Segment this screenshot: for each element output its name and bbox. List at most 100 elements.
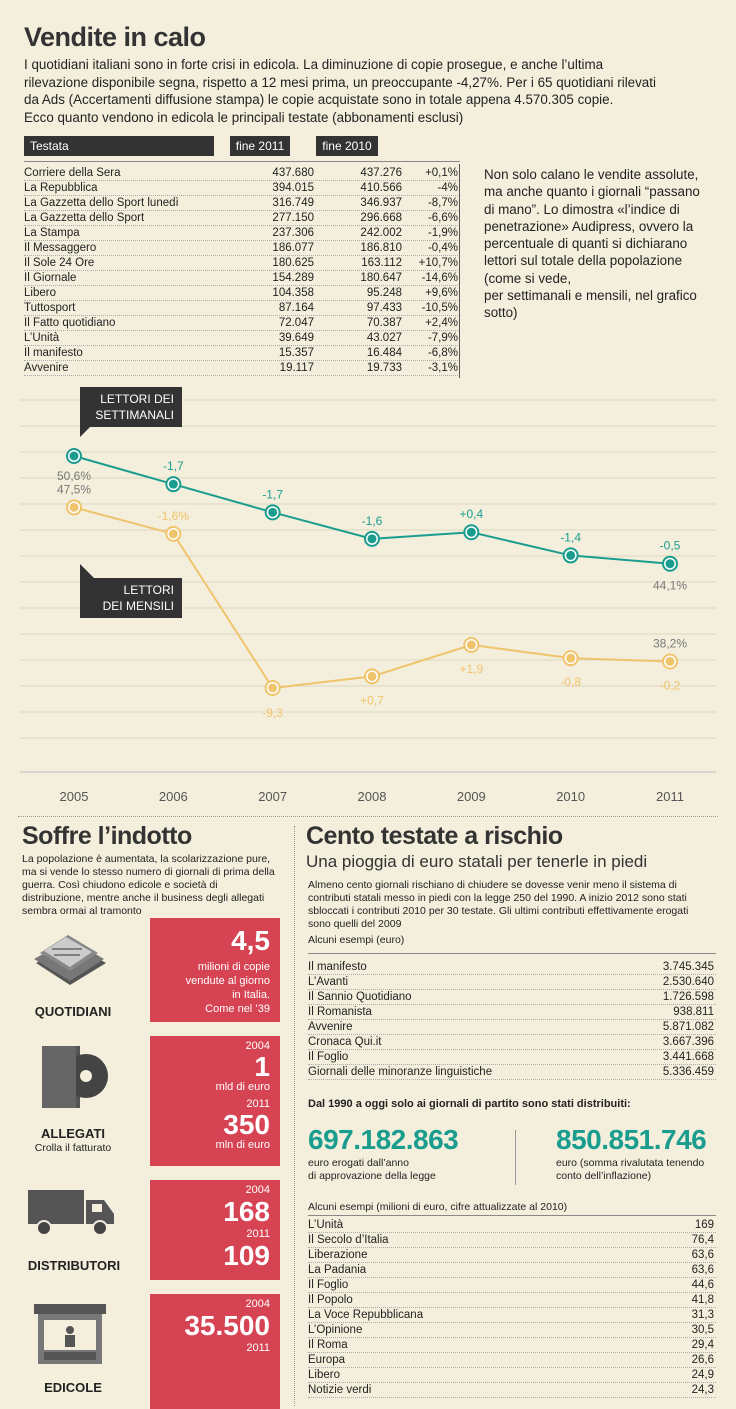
edicole-value1: 35.500 <box>184 1310 270 1341</box>
x-tick-label: 2007 <box>258 789 287 804</box>
value-2010: 180.647 <box>360 272 402 284</box>
testata-name: Il Fatto quotidiano <box>24 317 116 329</box>
data-point <box>665 656 675 666</box>
testata-name: Avvenire <box>24 362 69 374</box>
list-item-value: 5.336.459 <box>662 1066 714 1078</box>
list-item: Il Sannio Quotidiano 1.726.598 <box>308 990 716 1005</box>
table-row: La Gazzetta dello Sport lunedì 316.749 346… <box>24 196 460 211</box>
truck-icon <box>28 1190 114 1236</box>
edicole-year2: 2011 <box>246 1342 270 1354</box>
value-2010: 163.112 <box>361 257 402 269</box>
data-point <box>367 671 377 681</box>
list-item-value: 41,8 <box>691 1294 714 1306</box>
list-item-value: 31,3 <box>691 1309 714 1321</box>
allegati-year1: 2004 <box>245 1040 270 1052</box>
list-item-name: Il manifesto <box>308 961 367 973</box>
data-label: -0,5 <box>660 539 681 553</box>
value-2011: 19.117 <box>279 362 314 374</box>
value-2010: 19.733 <box>366 362 402 374</box>
side-note-line: (come si vede, <box>484 270 572 286</box>
line-chart: 2005 2006 2007 2008 2009 2010 2011 50,6% -1,7 -1,… <box>20 399 716 804</box>
category-distributori: DISTRIBUTORI <box>27 1258 121 1273</box>
value-2010: 43.027 <box>366 332 402 344</box>
side-note-line: percentuale di quanti si dichiarano <box>484 236 688 252</box>
value-2010: 410.566 <box>360 182 402 194</box>
data-label: -1,7 <box>163 459 184 473</box>
legend-label: LETTORI DEI <box>100 392 174 406</box>
data-point <box>566 653 576 663</box>
total-rivalutata-desc: euro (somma rivalutata tenendo conto del… <box>556 1157 704 1183</box>
category-edicole: EDICOLE <box>44 1380 102 1395</box>
data-label: -0,8 <box>560 675 581 689</box>
value-2011: 104.358 <box>272 287 314 299</box>
callout-pointer <box>80 564 94 578</box>
list-item: Il Popolo 41,8 <box>308 1293 716 1308</box>
data-label: -1,7 <box>262 487 283 501</box>
side-note-line: di mano”. Lo dimostra «l’indice di <box>484 201 680 217</box>
divider <box>459 164 460 378</box>
list-item-name: La Voce Repubblicana <box>308 1309 424 1321</box>
kiosk-icon <box>34 1304 106 1364</box>
value-2011: 72.047 <box>278 317 314 329</box>
table-row: Il Messaggero 186.077 186.810 -0,4% <box>24 241 460 256</box>
table-row: Il Sole 24 Ore 180.625 163.112 +10,7% <box>24 256 460 271</box>
value-2010: 16.484 <box>366 347 402 359</box>
distributori-value1: 168 <box>223 1196 270 1227</box>
list-item: Europa 26,6 <box>308 1353 716 1368</box>
list-item-value: 29,4 <box>691 1339 714 1351</box>
intro-line: I quotidiani italiani sono in forte cris… <box>24 57 604 72</box>
testata-name: La Gazzetta dello Sport lunedì <box>24 197 179 209</box>
diff-percent: +10,7% <box>418 257 458 269</box>
list-item: Il Romanista 938.811 <box>308 1005 716 1020</box>
testata-name: Il Giornale <box>24 272 77 284</box>
testata-name: La Repubblica <box>24 182 98 194</box>
edicole-year1: 2004 <box>245 1298 270 1310</box>
page-title: Vendite in calo <box>24 22 206 52</box>
side-note-line: penetrazione» Audipress, ovvero la <box>484 218 694 234</box>
list-item-value: 2.530.640 <box>662 976 714 988</box>
list-item-name: Il Popolo <box>308 1294 353 1306</box>
total-erogati-desc: euro erogati dall’anno di approvazione d… <box>308 1157 436 1183</box>
list-item-value: 1.726.598 <box>662 991 714 1003</box>
diff-percent: -8,7% <box>427 197 458 209</box>
list-item-name: Liberazione <box>308 1249 368 1261</box>
list-item: Il Roma 29,4 <box>308 1338 716 1353</box>
diff-percent: -14,6% <box>421 272 458 284</box>
quotidiani-desc-line: in Italia. <box>232 989 270 1001</box>
list-item: Avvenire 5.871.082 <box>308 1020 716 1035</box>
total-erogati-line: euro erogati dall’anno <box>308 1157 409 1169</box>
list-item-value: 63,6 <box>691 1249 714 1261</box>
list-item: Il Secolo d’Italia 76,4 <box>308 1233 716 1248</box>
list-item-name: Avvenire <box>308 1021 353 1033</box>
allegati-value2: 350 <box>223 1109 270 1140</box>
total-rivalutata-line: euro (somma rivalutata tenendo <box>556 1157 705 1169</box>
cento-intro-line: sbloccati i contributi 2010 per 30 testa… <box>308 905 689 917</box>
data-point <box>466 527 476 537</box>
list-item-name: Il Roma <box>308 1339 348 1351</box>
value-2010: 95.248 <box>366 287 402 299</box>
data-point <box>566 550 576 560</box>
diff-percent: -10,5% <box>421 302 458 314</box>
data-point <box>367 534 377 544</box>
diff-percent: -0,4% <box>427 242 458 254</box>
legend-settimanali: LETTORI DEI SETTIMANALI <box>80 387 182 427</box>
testata-name: Il Messaggero <box>24 242 97 254</box>
divider <box>294 826 295 1406</box>
cento-intro: Almeno cento giornali rischiano di chiud… <box>308 879 718 931</box>
side-note-line: Non solo calano le vendite assolute, <box>484 167 699 182</box>
divider <box>18 816 718 817</box>
list-item-name: Il Foglio <box>308 1051 349 1063</box>
x-tick-label: 2011 <box>656 789 684 804</box>
list-item-name: L’Opinione <box>308 1324 363 1336</box>
category-quotidiani: QUOTIDIANI <box>34 1004 112 1019</box>
list-item-name: L’Unità <box>308 1219 344 1231</box>
legend-label: SETTIMANALI <box>95 408 174 422</box>
list-item-name: Il Foglio <box>308 1279 349 1291</box>
allegati-sub: Crolla il fatturato <box>34 1142 112 1154</box>
distributori-stat-box: 2004 168 2011 109 <box>150 1180 280 1280</box>
value-2011: 277.150 <box>272 212 314 224</box>
list-item-value: 3.441.668 <box>662 1051 714 1063</box>
legend-label: LETTORI <box>123 583 174 597</box>
side-note-line: sotto) <box>484 305 518 321</box>
x-tick-label: 2008 <box>358 789 387 804</box>
